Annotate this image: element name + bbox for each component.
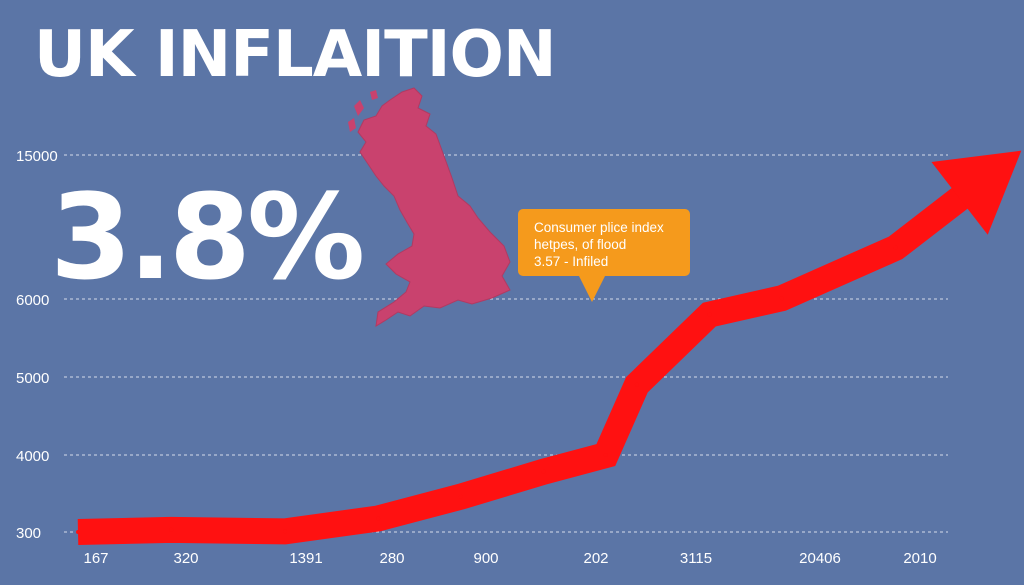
trend-arrow-icon <box>931 150 1022 235</box>
annotation-tooltip: Consumer plice index hetpes, of flood 3.… <box>518 209 690 302</box>
data-point <box>458 494 463 499</box>
x-tick-label: 900 <box>473 550 498 567</box>
x-tick-label: 202 <box>583 550 608 567</box>
data-point <box>707 312 712 317</box>
series-group <box>76 150 1022 545</box>
data-point <box>376 516 381 521</box>
chart-title: UK INFLAITION <box>34 18 556 92</box>
data-point <box>779 296 784 301</box>
data-point <box>541 469 546 474</box>
data-point <box>893 245 898 250</box>
data-point <box>76 530 80 534</box>
y-tick-label: 5000 <box>16 370 49 387</box>
x-tick-label: 280 <box>379 550 404 567</box>
headline-rate: 3.8% <box>50 168 365 306</box>
tooltip-line-3: 3.57 - Infiled <box>534 254 609 269</box>
uk-map-icon <box>348 87 511 327</box>
x-tick-label: 1391 <box>289 550 322 567</box>
x-tick-label: 320 <box>173 550 198 567</box>
y-axis-ticks: 300 4000 5000 6000 15000 <box>16 148 58 542</box>
x-tick-label: 3115 <box>680 550 712 567</box>
data-point <box>283 529 287 534</box>
trend-line <box>77 180 978 545</box>
y-tick-label: 300 <box>16 525 41 542</box>
data-point <box>603 453 608 457</box>
data-point <box>169 527 174 532</box>
tooltip-line-1: Consumer plice index <box>534 220 664 235</box>
data-point <box>634 382 639 387</box>
tooltip-line-2: hetpes, of flood <box>534 237 627 252</box>
y-tick-label: 6000 <box>16 292 49 309</box>
y-tick-label: 4000 <box>16 448 49 465</box>
y-tick-label: 15000 <box>16 148 58 165</box>
x-tick-label: 2010 <box>903 550 936 567</box>
x-tick-label: 167 <box>83 550 108 567</box>
x-tick-label: 20406 <box>799 550 841 567</box>
x-axis-ticks: 167 320 1391 280 900 202 3115 20406 2010 <box>83 550 936 567</box>
